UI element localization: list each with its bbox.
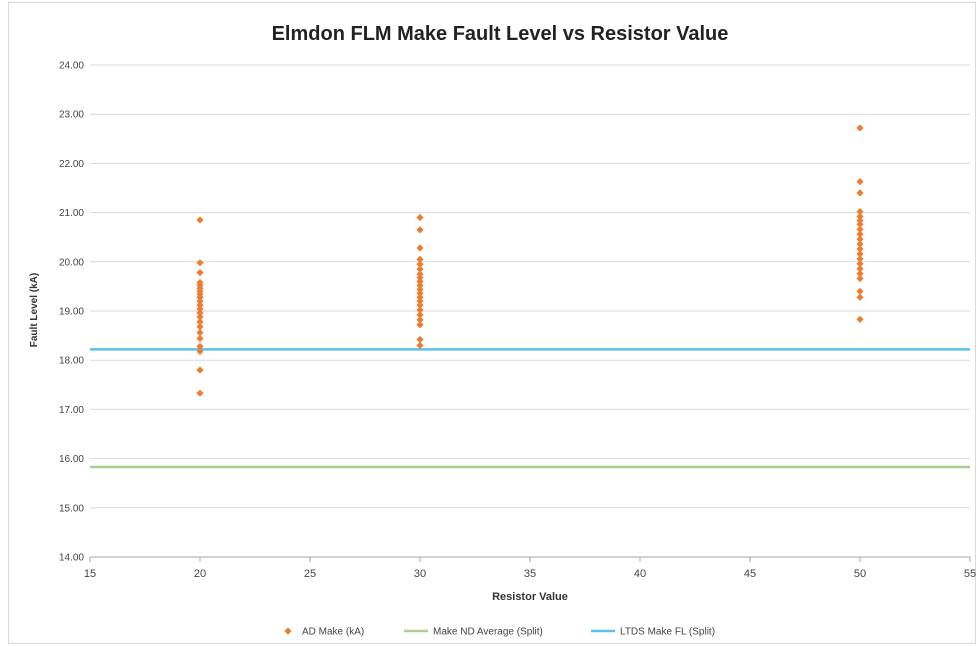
data-point [416, 341, 424, 350]
data-point [416, 306, 424, 314]
data-point [856, 315, 864, 323]
data-point [196, 323, 204, 331]
data-point [416, 316, 424, 324]
data-point [416, 289, 424, 297]
y-tick-label: 24.00 [59, 61, 84, 72]
data-point [196, 259, 204, 267]
x-tick-label: 30 [414, 568, 426, 580]
data-point [196, 269, 204, 277]
y-axis-label: Fault Level (kA) [29, 273, 40, 347]
data-point [196, 293, 204, 301]
data-point [416, 226, 424, 234]
legend-label: LTDS Make FL (Split) [620, 627, 715, 638]
data-point [196, 305, 204, 313]
data-point [196, 342, 204, 351]
data-point [856, 220, 864, 229]
data-point [856, 274, 864, 283]
data-point [856, 245, 864, 253]
data-point [856, 250, 864, 258]
data-point [856, 124, 864, 132]
data-point [416, 260, 424, 268]
y-tick-label: 16.00 [59, 454, 84, 465]
data-point [856, 208, 864, 216]
data-point [196, 297, 204, 305]
series-layer [90, 124, 970, 469]
data-point [856, 255, 864, 263]
data-point [856, 270, 864, 278]
data-point [416, 285, 424, 293]
chart-frame [8, 2, 976, 644]
data-point [856, 225, 864, 233]
legend: AD Make (kA) Make ND Average (Split) LTDS … [284, 627, 715, 638]
data-point [856, 240, 864, 248]
legend-label: Make ND Average (Split) [433, 627, 543, 638]
data-point [416, 255, 424, 263]
data-point [196, 347, 204, 355]
data-point [416, 277, 424, 286]
y-tick-label: 15.00 [59, 503, 84, 514]
legend-label: AD Make (kA) [302, 627, 364, 638]
axes: 14.00 15.00 16.00 17.00 18.00 19.00 20.00 21.00… [59, 61, 976, 581]
data-point [416, 311, 424, 319]
y-tick-label: 18.00 [59, 356, 84, 367]
data-point [856, 265, 864, 273]
data-point [416, 301, 424, 309]
x-axis-label: Resistor Value [492, 591, 568, 603]
data-point [416, 244, 424, 252]
x-tick-label: 55 [964, 568, 976, 580]
data-point [856, 212, 864, 221]
y-tick-label: 19.00 [59, 307, 84, 318]
y-tick-label: 17.00 [59, 405, 84, 416]
data-point [196, 313, 204, 321]
x-tick-label: 20 [194, 568, 206, 580]
data-point [196, 301, 204, 309]
gridlines [90, 64, 970, 558]
data-point [856, 235, 864, 243]
data-point [416, 335, 424, 344]
data-point [196, 389, 204, 397]
y-tick-label: 23.00 [59, 110, 84, 121]
data-point [856, 189, 864, 197]
y-tick-label: 21.00 [59, 208, 84, 219]
legend-marker [284, 627, 292, 635]
data-point [196, 318, 204, 326]
data-point [856, 230, 864, 238]
data-point [416, 213, 424, 222]
x-tick-label: 15 [84, 568, 96, 580]
data-point [196, 334, 204, 343]
data-point [416, 297, 424, 305]
x-tick-label: 45 [744, 568, 756, 580]
x-tick-label: 50 [854, 568, 866, 580]
data-point [856, 293, 864, 301]
data-point [416, 273, 424, 282]
data-point [196, 216, 204, 224]
data-point [416, 321, 424, 329]
chart-title: Elmdon FLM Make Fault Level vs Resistor … [272, 23, 729, 45]
data-point [856, 260, 864, 268]
y-tick-label: 22.00 [59, 159, 84, 170]
y-tick-label: 14.00 [59, 553, 84, 564]
x-tick-label: 35 [524, 568, 536, 580]
x-tick-label: 40 [634, 568, 646, 580]
x-tick-label: 25 [304, 568, 316, 580]
data-point [856, 287, 864, 295]
data-point [416, 293, 424, 301]
data-point [856, 216, 864, 225]
data-point [196, 309, 204, 317]
data-point [416, 265, 424, 273]
data-point [856, 178, 864, 186]
data-point [196, 329, 204, 337]
y-tick-label: 20.00 [59, 257, 84, 268]
data-point [416, 281, 424, 290]
data-point [196, 366, 204, 374]
